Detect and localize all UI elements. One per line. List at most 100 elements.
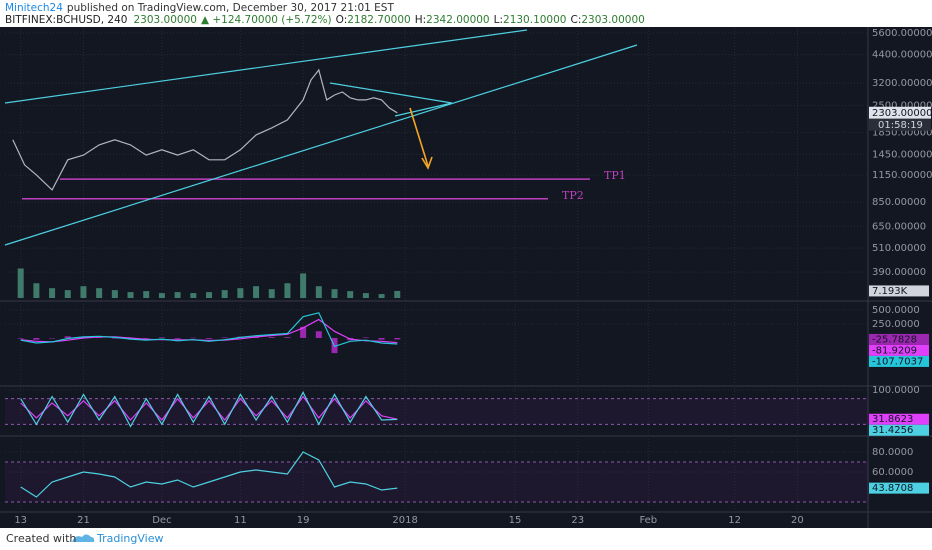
x-tick-label: 13 — [14, 515, 27, 526]
target-label: TP1 — [604, 169, 626, 182]
value-badge-label: 7.193K — [872, 286, 908, 297]
last: 2303.00000 — [133, 14, 196, 26]
series-line — [12, 68, 398, 191]
bar — [96, 288, 103, 298]
y-tick-label: 1850.00000 — [872, 127, 932, 138]
y-tick-label: 2500.00000 — [872, 100, 932, 111]
bar — [143, 291, 150, 298]
bar — [237, 288, 244, 298]
bar — [174, 292, 181, 298]
y-tick-label: 1450.00000 — [872, 149, 932, 160]
value-badge — [869, 413, 929, 425]
bar — [221, 290, 228, 298]
ohlc-key: C: — [570, 14, 581, 26]
y-tick-label: 510.00000 — [872, 243, 926, 254]
value-badge-label: 31.4256 — [872, 425, 913, 436]
footer-bg — [0, 528, 932, 550]
x-tick-label: Dec — [152, 515, 171, 526]
bar — [221, 337, 228, 338]
bar — [17, 337, 24, 339]
y-tick-label: 1150.00000 — [872, 170, 932, 181]
value-badge-label: 31.8623 — [872, 414, 913, 425]
trend-line — [4, 29, 528, 104]
bar — [33, 337, 40, 340]
ohlc-key: H: — [415, 14, 426, 26]
bar — [331, 289, 338, 298]
bar — [190, 293, 197, 298]
bar — [362, 337, 369, 338]
y-tick-label: 4400.00000 — [872, 50, 932, 61]
x-tick-label: 15 — [509, 515, 522, 526]
y-tick-label: 3200.00000 — [872, 78, 932, 89]
bar — [111, 337, 118, 339]
bar — [268, 289, 275, 298]
bar — [64, 290, 71, 298]
value-badge — [869, 355, 929, 367]
y-tick-label: 5600.00000 — [872, 28, 932, 39]
bar — [111, 290, 118, 298]
bar — [158, 337, 165, 338]
x-tick-label: Feb — [639, 515, 657, 526]
bar — [127, 292, 134, 298]
y-tick-label: 850.00000 — [872, 197, 926, 208]
bar — [347, 291, 354, 298]
bar — [96, 337, 103, 338]
logo-icon — [72, 534, 95, 542]
header-line-1: Minitech24 published on TradingView.com, … — [5, 2, 394, 14]
x-tick-label: 19 — [297, 515, 310, 526]
bar — [33, 283, 40, 298]
author[interactable]: Minitech24 — [5, 2, 63, 14]
bar — [378, 294, 385, 298]
series-line — [20, 390, 398, 428]
chart-bg — [0, 27, 932, 528]
header-line-2: BITFINEX:BCHUSD, 240 2303.00000 ▲ +124.700… — [5, 14, 645, 26]
bar — [315, 286, 322, 298]
bar — [49, 288, 56, 298]
series-line — [20, 318, 398, 344]
bar — [205, 337, 212, 339]
drawings — [4, 29, 638, 246]
y-tick-label: 60.0000 — [872, 467, 913, 478]
y-tick-label: 650.00000 — [872, 221, 926, 232]
header-bg — [0, 0, 932, 27]
value-badge — [869, 424, 929, 436]
bar — [253, 286, 260, 298]
logo — [72, 534, 95, 542]
series-line — [20, 451, 398, 498]
arrow-head — [421, 156, 433, 170]
price-badge-label: 2303.00000 — [872, 108, 932, 119]
bar — [174, 337, 181, 339]
published: published on TradingView.com, December 3… — [67, 2, 395, 14]
bar — [284, 283, 291, 298]
bar — [300, 273, 307, 298]
bar — [80, 286, 87, 298]
bar — [143, 337, 150, 339]
arrow — [409, 107, 429, 167]
value-badge-label: -107.7037 — [872, 356, 923, 367]
series-line — [20, 395, 398, 421]
ohlc-key: O: — [336, 14, 348, 26]
bar — [49, 337, 56, 339]
bar — [190, 337, 197, 339]
bar — [284, 337, 291, 338]
bar — [158, 293, 165, 298]
value-badge-label: -25.7828 — [872, 334, 917, 345]
bar — [17, 268, 24, 298]
ohlc-value: 2130.10000 — [503, 14, 566, 26]
x-tick-label: 2018 — [392, 515, 417, 526]
y-tick-label: 80.0000 — [872, 447, 913, 458]
value-badge — [869, 285, 929, 297]
footer-brand[interactable]: TradingView — [96, 532, 163, 545]
change: ▲ +124.70000 (+5.72%) — [201, 14, 332, 26]
ohlc-value: 2303.00000 — [581, 14, 644, 26]
y-tick-label: 100.0000 — [872, 385, 920, 396]
value-badge — [869, 333, 929, 345]
bar — [315, 331, 322, 338]
y-tick-label: 390.00000 — [872, 267, 926, 278]
x-tick-label: 11 — [234, 515, 247, 526]
y-tick-label: 250.0000 — [872, 319, 920, 330]
x-tick-label: 23 — [571, 515, 584, 526]
price-badge — [869, 106, 931, 119]
trend-line — [4, 44, 638, 246]
